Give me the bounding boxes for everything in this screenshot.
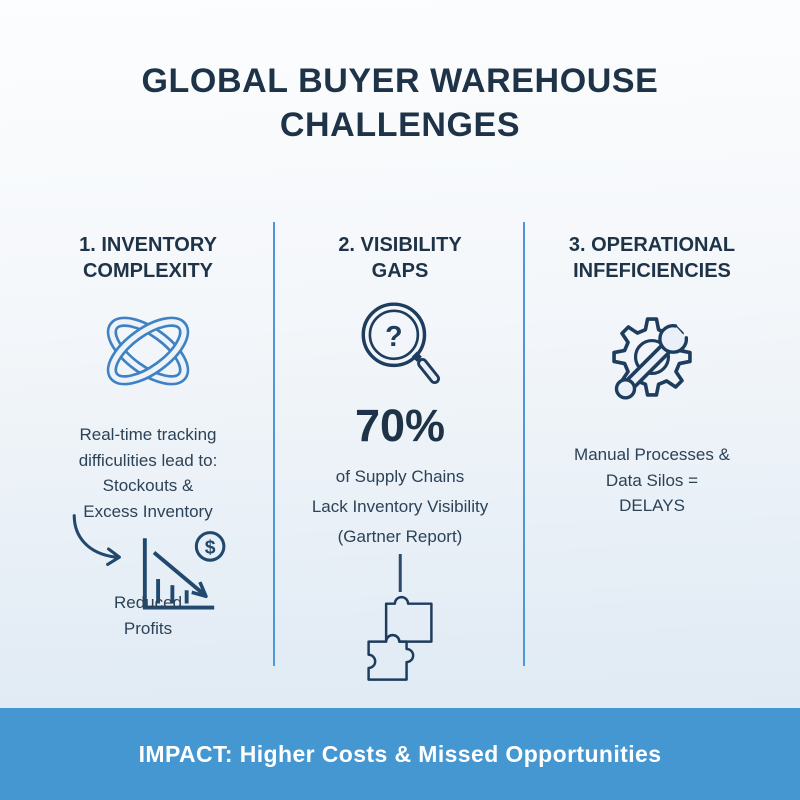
gear-wrench-icon xyxy=(612,317,692,400)
tangled-knot-icon xyxy=(106,316,190,386)
gear-hub xyxy=(633,338,671,376)
impact-banner: IMPACT: Higher Costs & Missed Opportunit… xyxy=(0,708,800,800)
page-title: GLOBAL BUYER WAREHOUSE CHALLENGES xyxy=(141,62,659,144)
question-glyph: ? xyxy=(385,321,402,353)
impact-banner-text: IMPACT: Higher Costs & Missed Opportunit… xyxy=(138,740,662,767)
puzzle-piece-lower xyxy=(367,633,415,681)
column-visibility-gaps: 2. VISIBILITY GAPS ? 70% of Supply Chain… xyxy=(276,218,524,700)
reduced-profits-label: Reduced Profits xyxy=(113,593,183,638)
wrench-jaw xyxy=(658,324,689,354)
column-divider-2 xyxy=(523,222,525,666)
column-operational-inefficiencies: 3. OPERATIONAL INFEFICIENCIES Manual Pro… xyxy=(528,218,776,700)
connector-line xyxy=(398,554,402,592)
column-2-heading: 2. VISIBILITY GAPS xyxy=(338,234,462,283)
stat-caption-visibility: Lack Inventory Visibility xyxy=(311,497,489,516)
column-3-heading: 3. OPERATIONAL INFEFICIENCIES xyxy=(568,234,736,283)
operations-text: Manual Processes & Data Silos = DELAYS xyxy=(574,445,730,515)
column-1-heading: 1. INVENTORY COMPLEXITY xyxy=(79,234,217,283)
declining-chart-icon: $ xyxy=(142,531,226,610)
stat-caption-supply-chains: of Supply Chains xyxy=(335,467,465,486)
wrench-ring xyxy=(614,378,637,400)
stat-caption-source: (Gartner Report) xyxy=(337,527,463,546)
column-divider-1 xyxy=(273,222,275,666)
magnifier-question-icon: ? xyxy=(361,302,441,385)
stat-70-percent: 70% xyxy=(354,400,446,451)
dollar-circle-icon xyxy=(194,531,226,562)
curved-arrow-icon xyxy=(72,514,121,566)
puzzle-pieces-icon xyxy=(367,595,433,681)
column-inventory-complexity: 1. INVENTORY COMPLEXITY Real-time tracki… xyxy=(24,218,272,700)
dollar-glyph: $ xyxy=(205,537,216,559)
inventory-consequences-text: Real-time tracking difficulities lead to… xyxy=(78,425,218,521)
